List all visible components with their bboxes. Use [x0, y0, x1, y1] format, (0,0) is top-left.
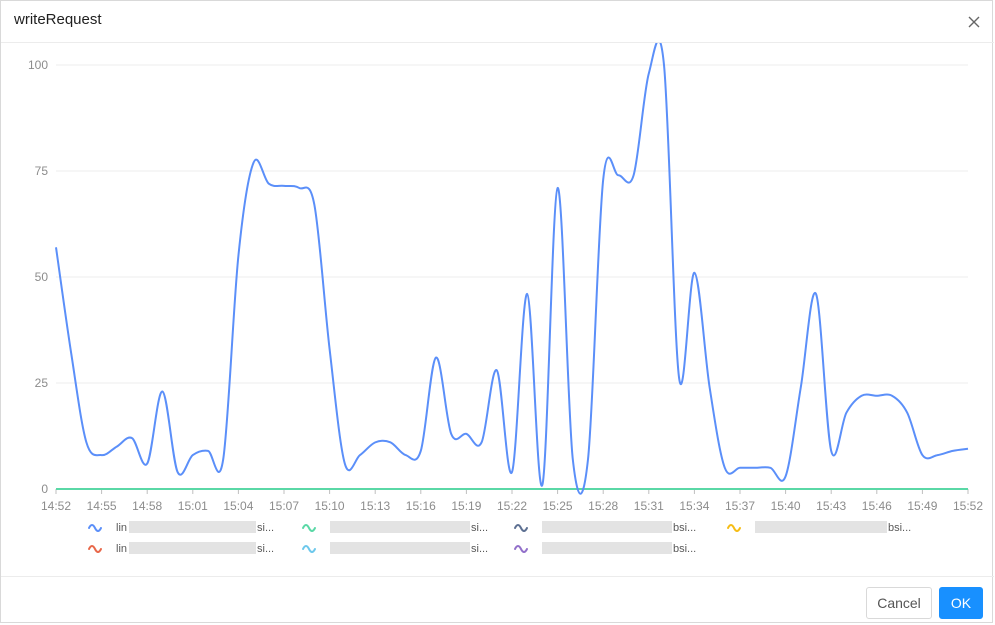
- legend-label-redacted: [542, 521, 672, 533]
- x-tick-label: 15:37: [725, 499, 755, 513]
- legend-wave-icon: [727, 524, 741, 532]
- legend-label-prefix: lin: [116, 522, 127, 534]
- legend-wave-icon: [514, 524, 528, 532]
- x-tick-label: 15:31: [634, 499, 664, 513]
- cancel-button[interactable]: Cancel: [866, 587, 932, 619]
- legend-item[interactable]: bsi...: [514, 521, 696, 534]
- legend-label-suffix: si...: [257, 522, 274, 534]
- x-tick-label: 14:52: [41, 499, 71, 513]
- line-chart: 0 25 50 75 100 14:52 14:55 14:58 15:01 15:04 15:0…: [28, 39, 983, 555]
- x-axis-ticks: 14:52 14:55 14:58 15:01 15:04 15:07 15:10 15:13…: [41, 489, 983, 513]
- legend-label-suffix: bsi...: [673, 522, 696, 534]
- legend-wave-icon: [88, 545, 102, 553]
- x-tick-label: 15:10: [315, 499, 345, 513]
- legend-label-redacted: [542, 542, 672, 554]
- chart-legend: lin si... si... bsi... bsi... lin si... si... bs…: [88, 521, 911, 555]
- x-tick-label: 15:13: [360, 499, 390, 513]
- legend-item[interactable]: bsi...: [727, 521, 911, 534]
- modal-footer: Cancel OK: [1, 576, 994, 624]
- x-tick-label: 15:46: [862, 499, 892, 513]
- legend-label-suffix: bsi...: [888, 522, 911, 534]
- y-tick-label: 0: [41, 482, 48, 496]
- legend-item[interactable]: si...: [302, 542, 488, 555]
- legend-item[interactable]: lin si...: [88, 521, 274, 534]
- legend-label-redacted: [129, 542, 256, 554]
- x-tick-label: 14:58: [132, 499, 162, 513]
- chart-area: 0 25 50 75 100 14:52 14:55 14:58 15:01 15:04 15:0…: [1, 39, 994, 576]
- legend-wave-icon: [88, 524, 102, 532]
- y-axis-ticks: 0 25 50 75 100: [28, 58, 48, 496]
- legend-label-redacted: [330, 521, 470, 533]
- x-tick-label: 15:28: [588, 499, 618, 513]
- series-line: [55, 39, 969, 495]
- modal-title: writeRequest: [14, 11, 102, 28]
- legend-label-suffix: si...: [257, 543, 274, 555]
- x-tick-label: 15:07: [269, 499, 299, 513]
- grid-lines: [56, 64, 968, 490]
- y-tick-label: 50: [35, 270, 49, 284]
- legend-label-suffix: bsi...: [673, 543, 696, 555]
- legend-item[interactable]: si...: [302, 521, 488, 534]
- x-tick-label: 15:22: [497, 499, 527, 513]
- x-tick-label: 15:52: [953, 499, 983, 513]
- legend-label-suffix: si...: [471, 543, 488, 555]
- legend-item[interactable]: bsi...: [514, 542, 696, 555]
- modal-header: writeRequest: [1, 1, 994, 43]
- x-tick-label: 15:16: [406, 499, 436, 513]
- x-tick-label: 15:43: [816, 499, 846, 513]
- x-tick-label: 14:55: [87, 499, 117, 513]
- ok-button[interactable]: OK: [939, 587, 983, 619]
- x-tick-label: 15:40: [771, 499, 801, 513]
- close-icon: [968, 16, 980, 28]
- legend-label-prefix: lin: [116, 543, 127, 555]
- y-tick-label: 100: [28, 58, 48, 72]
- legend-label-redacted: [129, 521, 256, 533]
- x-tick-label: 15:49: [907, 499, 937, 513]
- legend-label-suffix: si...: [471, 522, 488, 534]
- legend-wave-icon: [302, 545, 316, 553]
- legend-item[interactable]: lin si...: [88, 542, 274, 555]
- x-tick-label: 15:01: [178, 499, 208, 513]
- legend-wave-icon: [514, 545, 528, 553]
- x-tick-label: 15:19: [451, 499, 481, 513]
- legend-label-redacted: [755, 521, 887, 533]
- x-tick-label: 15:34: [679, 499, 709, 513]
- y-tick-label: 75: [35, 164, 49, 178]
- x-tick-label: 15:04: [223, 499, 253, 513]
- x-tick-label: 15:25: [543, 499, 573, 513]
- y-tick-label: 25: [35, 376, 49, 390]
- legend-wave-icon: [302, 524, 316, 532]
- series-lines: [55, 39, 969, 495]
- close-button[interactable]: [966, 14, 982, 30]
- legend-label-redacted: [330, 542, 470, 554]
